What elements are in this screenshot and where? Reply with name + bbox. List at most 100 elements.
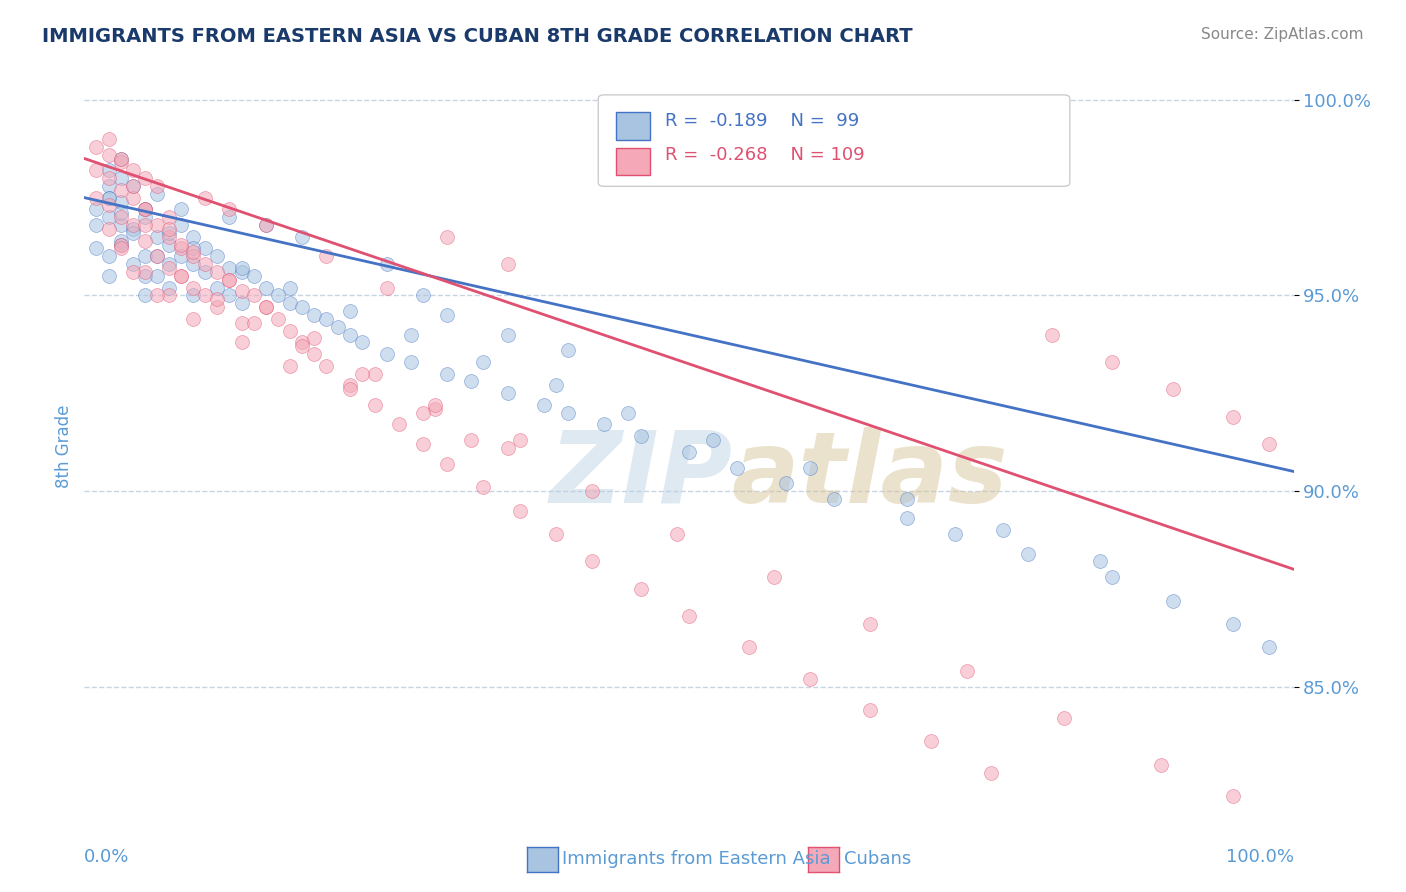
Point	[375, 257, 398, 271]
Y-axis label: 8th Grade: 8th Grade	[55, 404, 73, 488]
Point	[339, 304, 361, 318]
Text: IMMIGRANTS FROM EASTERN ASIA VS CUBAN 8TH GRADE CORRELATION CHART: IMMIGRANTS FROM EASTERN ASIA VS CUBAN 8T…	[42, 27, 912, 45]
Point	[121, 222, 143, 236]
Point	[207, 300, 229, 314]
Point	[278, 359, 301, 373]
Point	[581, 483, 603, 498]
Point	[170, 242, 193, 256]
Point	[97, 222, 120, 236]
Point	[86, 202, 108, 217]
Point	[231, 265, 253, 279]
Point	[399, 355, 422, 369]
Point	[1222, 409, 1244, 424]
Point	[254, 280, 277, 294]
FancyBboxPatch shape	[599, 95, 1070, 186]
Point	[920, 734, 942, 748]
Text: Cubans: Cubans	[844, 850, 911, 868]
Point	[859, 617, 882, 632]
Point	[1101, 570, 1123, 584]
Point	[775, 476, 797, 491]
Point	[254, 218, 277, 232]
Point	[278, 324, 301, 338]
Point	[496, 257, 519, 271]
Text: Source: ZipAtlas.com: Source: ZipAtlas.com	[1201, 27, 1364, 42]
Point	[218, 273, 240, 287]
Point	[157, 260, 180, 275]
Point	[375, 280, 398, 294]
Point	[1040, 327, 1063, 342]
Text: R =  -0.268    N = 109: R = -0.268 N = 109	[665, 146, 865, 164]
Point	[207, 265, 229, 279]
Point	[1161, 593, 1184, 607]
Point	[993, 523, 1015, 537]
Point	[533, 398, 555, 412]
Point	[207, 280, 229, 294]
Point	[593, 417, 616, 432]
Point	[544, 378, 567, 392]
Point	[1258, 640, 1281, 655]
Point	[97, 171, 120, 186]
Point	[315, 249, 337, 263]
Point	[146, 178, 169, 193]
Point	[157, 280, 180, 294]
Point	[1053, 711, 1076, 725]
Point	[267, 311, 290, 326]
Point	[496, 327, 519, 342]
Point	[218, 202, 240, 217]
Point	[194, 288, 217, 302]
Text: R =  -0.189    N =  99: R = -0.189 N = 99	[665, 112, 859, 129]
Point	[231, 285, 253, 299]
Point	[110, 237, 132, 252]
Point	[146, 218, 169, 232]
Point	[121, 163, 143, 178]
Point	[170, 218, 193, 232]
Text: Immigrants from Eastern Asia: Immigrants from Eastern Asia	[562, 850, 831, 868]
Point	[1161, 382, 1184, 396]
Point	[110, 242, 132, 256]
Point	[97, 147, 120, 161]
Point	[1222, 617, 1244, 632]
Point	[146, 249, 169, 263]
Point	[725, 460, 748, 475]
Point	[436, 457, 458, 471]
Point	[315, 359, 337, 373]
Bar	[616, 112, 650, 140]
Point	[436, 367, 458, 381]
Point	[388, 417, 411, 432]
Point	[97, 191, 120, 205]
Point	[896, 511, 918, 525]
Point	[86, 191, 108, 205]
Point	[194, 191, 217, 205]
Point	[460, 375, 482, 389]
Point	[110, 152, 132, 166]
Point	[1258, 437, 1281, 451]
Point	[267, 288, 290, 302]
Point	[146, 268, 169, 283]
Point	[363, 367, 385, 381]
Point	[436, 229, 458, 244]
Point	[86, 242, 108, 256]
Point	[218, 260, 240, 275]
Point	[399, 327, 422, 342]
Point	[181, 229, 204, 244]
Point	[110, 234, 132, 248]
Point	[194, 242, 217, 256]
Point	[943, 527, 966, 541]
Point	[557, 343, 579, 358]
Point	[1088, 554, 1111, 568]
Text: ZIP: ZIP	[550, 426, 733, 524]
Point	[231, 296, 253, 310]
Point	[207, 293, 229, 307]
Point	[170, 268, 193, 283]
Point	[110, 155, 132, 169]
Point	[302, 308, 325, 322]
Point	[291, 335, 314, 350]
Point	[254, 300, 277, 314]
Point	[544, 527, 567, 541]
Point	[218, 273, 240, 287]
Point	[302, 331, 325, 345]
Point	[121, 226, 143, 240]
Point	[218, 288, 240, 302]
Point	[110, 152, 132, 166]
Point	[134, 202, 156, 217]
